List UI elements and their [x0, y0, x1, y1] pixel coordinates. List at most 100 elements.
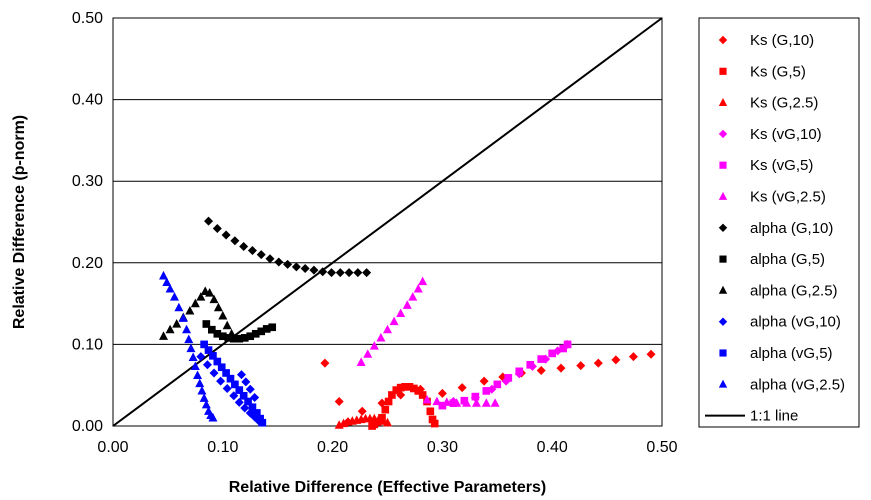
data-point: [559, 344, 568, 353]
data-point: [482, 387, 491, 395]
series-alpha-g-10: [204, 216, 372, 278]
data-point: [224, 334, 233, 342]
data-point: [172, 319, 182, 328]
legend-marker-ks-g-5: [719, 67, 727, 75]
data-point: [235, 334, 244, 343]
data-point: [396, 383, 405, 392]
x-tick-label: 0.10: [207, 439, 238, 456]
data-point: [230, 236, 240, 246]
series-ks-vg-2-5: [356, 276, 500, 407]
data-point: [216, 376, 226, 386]
data-point: [490, 398, 500, 407]
legend-label: alpha (G,10): [750, 220, 833, 237]
legend-marker-ks-vg-10: [718, 129, 728, 139]
y-tick-label: 0.30: [72, 173, 103, 190]
data-point: [274, 257, 284, 267]
data-point: [199, 393, 209, 402]
data-point: [357, 406, 367, 416]
data-point: [432, 396, 442, 406]
data-point: [418, 276, 428, 286]
data-point: [195, 378, 205, 388]
data-point: [239, 391, 248, 400]
data-point: [162, 277, 172, 286]
data-point: [185, 305, 195, 315]
legend-label: Ks (G,2.5): [750, 95, 818, 112]
data-point: [213, 329, 222, 338]
data-point: [422, 394, 432, 404]
data-point: [221, 230, 231, 240]
reference-line: [112, 17, 663, 427]
data-point: [536, 366, 546, 376]
data-point: [405, 383, 414, 391]
data-point: [239, 241, 249, 251]
data-point: [526, 360, 535, 369]
data-point: [204, 216, 214, 226]
data-point: [212, 224, 222, 234]
data-point: [418, 391, 427, 399]
data-point: [188, 352, 198, 362]
data-point: [283, 259, 293, 269]
legend-label: 1:1 line: [750, 408, 798, 425]
data-point: [309, 265, 319, 275]
data-point: [209, 368, 219, 378]
y-tick-label: 0.00: [72, 418, 103, 435]
legend-marker-alpha-vg-5: [719, 349, 727, 357]
data-point: [353, 268, 363, 278]
data-point: [515, 367, 524, 376]
legend-marker-ks-vg-2-5: [718, 191, 728, 200]
legend-marker-alpha-vg-2-5: [718, 379, 728, 388]
data-point: [231, 333, 241, 343]
data-point: [207, 325, 216, 334]
series-alpha-vg-5: [200, 340, 267, 427]
data-point: [196, 292, 206, 301]
data-point: [471, 392, 480, 401]
data-point: [426, 407, 435, 416]
x-tick-label: 0.30: [427, 439, 458, 456]
data-point: [504, 374, 513, 382]
data-point: [174, 302, 184, 312]
data-point: [291, 262, 301, 272]
legend-marker-alpha-g-5: [719, 255, 727, 263]
data-point: [184, 334, 194, 344]
data-point: [381, 405, 390, 414]
data-point: [389, 316, 399, 326]
legend-label: alpha (vG,2.5): [750, 376, 845, 393]
legend-label: alpha (G,5): [750, 251, 825, 268]
data-point: [410, 384, 418, 393]
data-point: [262, 325, 271, 333]
data-point: [392, 386, 401, 394]
y-tick-label: 0.10: [72, 336, 103, 353]
data-point: [209, 294, 219, 304]
data-point: [430, 419, 439, 428]
data-point: [217, 363, 226, 372]
legend-marker-ks-g-2-5: [718, 97, 728, 106]
data-point: [593, 358, 603, 368]
data-point: [201, 399, 211, 409]
data-point: [318, 267, 328, 277]
data-point: [246, 332, 255, 341]
data-point: [169, 292, 179, 301]
data-point: [227, 328, 237, 338]
data-point: [256, 250, 266, 260]
data-point: [344, 268, 354, 278]
data-point: [646, 349, 656, 359]
data-point: [388, 391, 396, 399]
data-point: [213, 302, 223, 312]
x-axis-ticks: 0.00 0.10 0.20 0.30 0.40 0.50: [97, 439, 677, 456]
data-point: [438, 401, 447, 410]
data-point: [196, 352, 206, 362]
legend-marker-ks-g-10: [718, 35, 728, 45]
data-point: [401, 383, 409, 391]
data-point: [449, 399, 458, 407]
data-point: [159, 331, 169, 340]
x-tick-label: 0.50: [646, 439, 677, 456]
data-point: [197, 385, 207, 395]
data-series-group: [159, 216, 656, 430]
data-point: [479, 376, 489, 386]
data-point: [265, 254, 275, 264]
data-point: [222, 320, 232, 330]
data-point: [245, 384, 255, 394]
data-point: [414, 387, 423, 395]
data-point: [471, 398, 481, 407]
x-tick-label: 0.40: [537, 439, 568, 456]
